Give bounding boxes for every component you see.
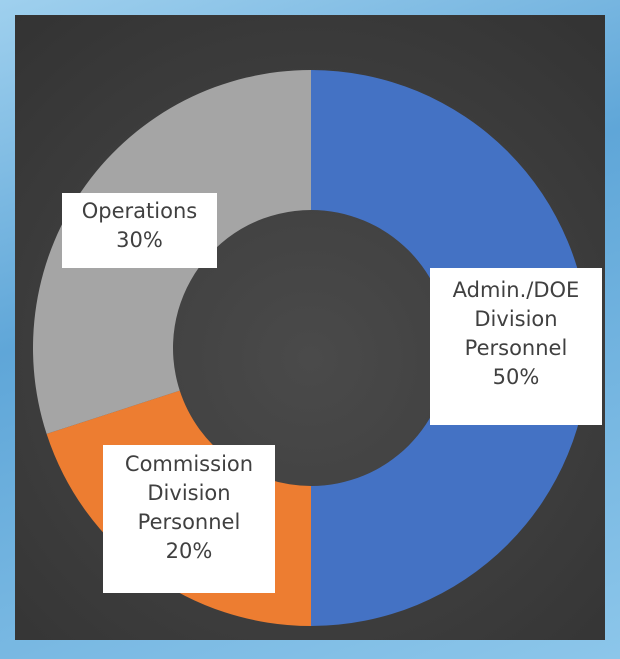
data-label: Commission Division Personnel 20% <box>103 445 275 593</box>
label-value: 30% <box>68 226 211 255</box>
label-name: Operations <box>68 197 211 226</box>
label-name: Admin./DOE Division Personnel <box>436 276 596 363</box>
data-label: Admin./DOE Division Personnel 50% <box>430 268 602 425</box>
label-name: Commission Division Personnel <box>109 450 269 537</box>
screen: Admin./DOE Division Personnel 50% Commis… <box>0 0 620 659</box>
label-value: 20% <box>109 537 269 566</box>
label-value: 50% <box>436 363 596 392</box>
data-label: Operations 30% <box>62 193 217 268</box>
